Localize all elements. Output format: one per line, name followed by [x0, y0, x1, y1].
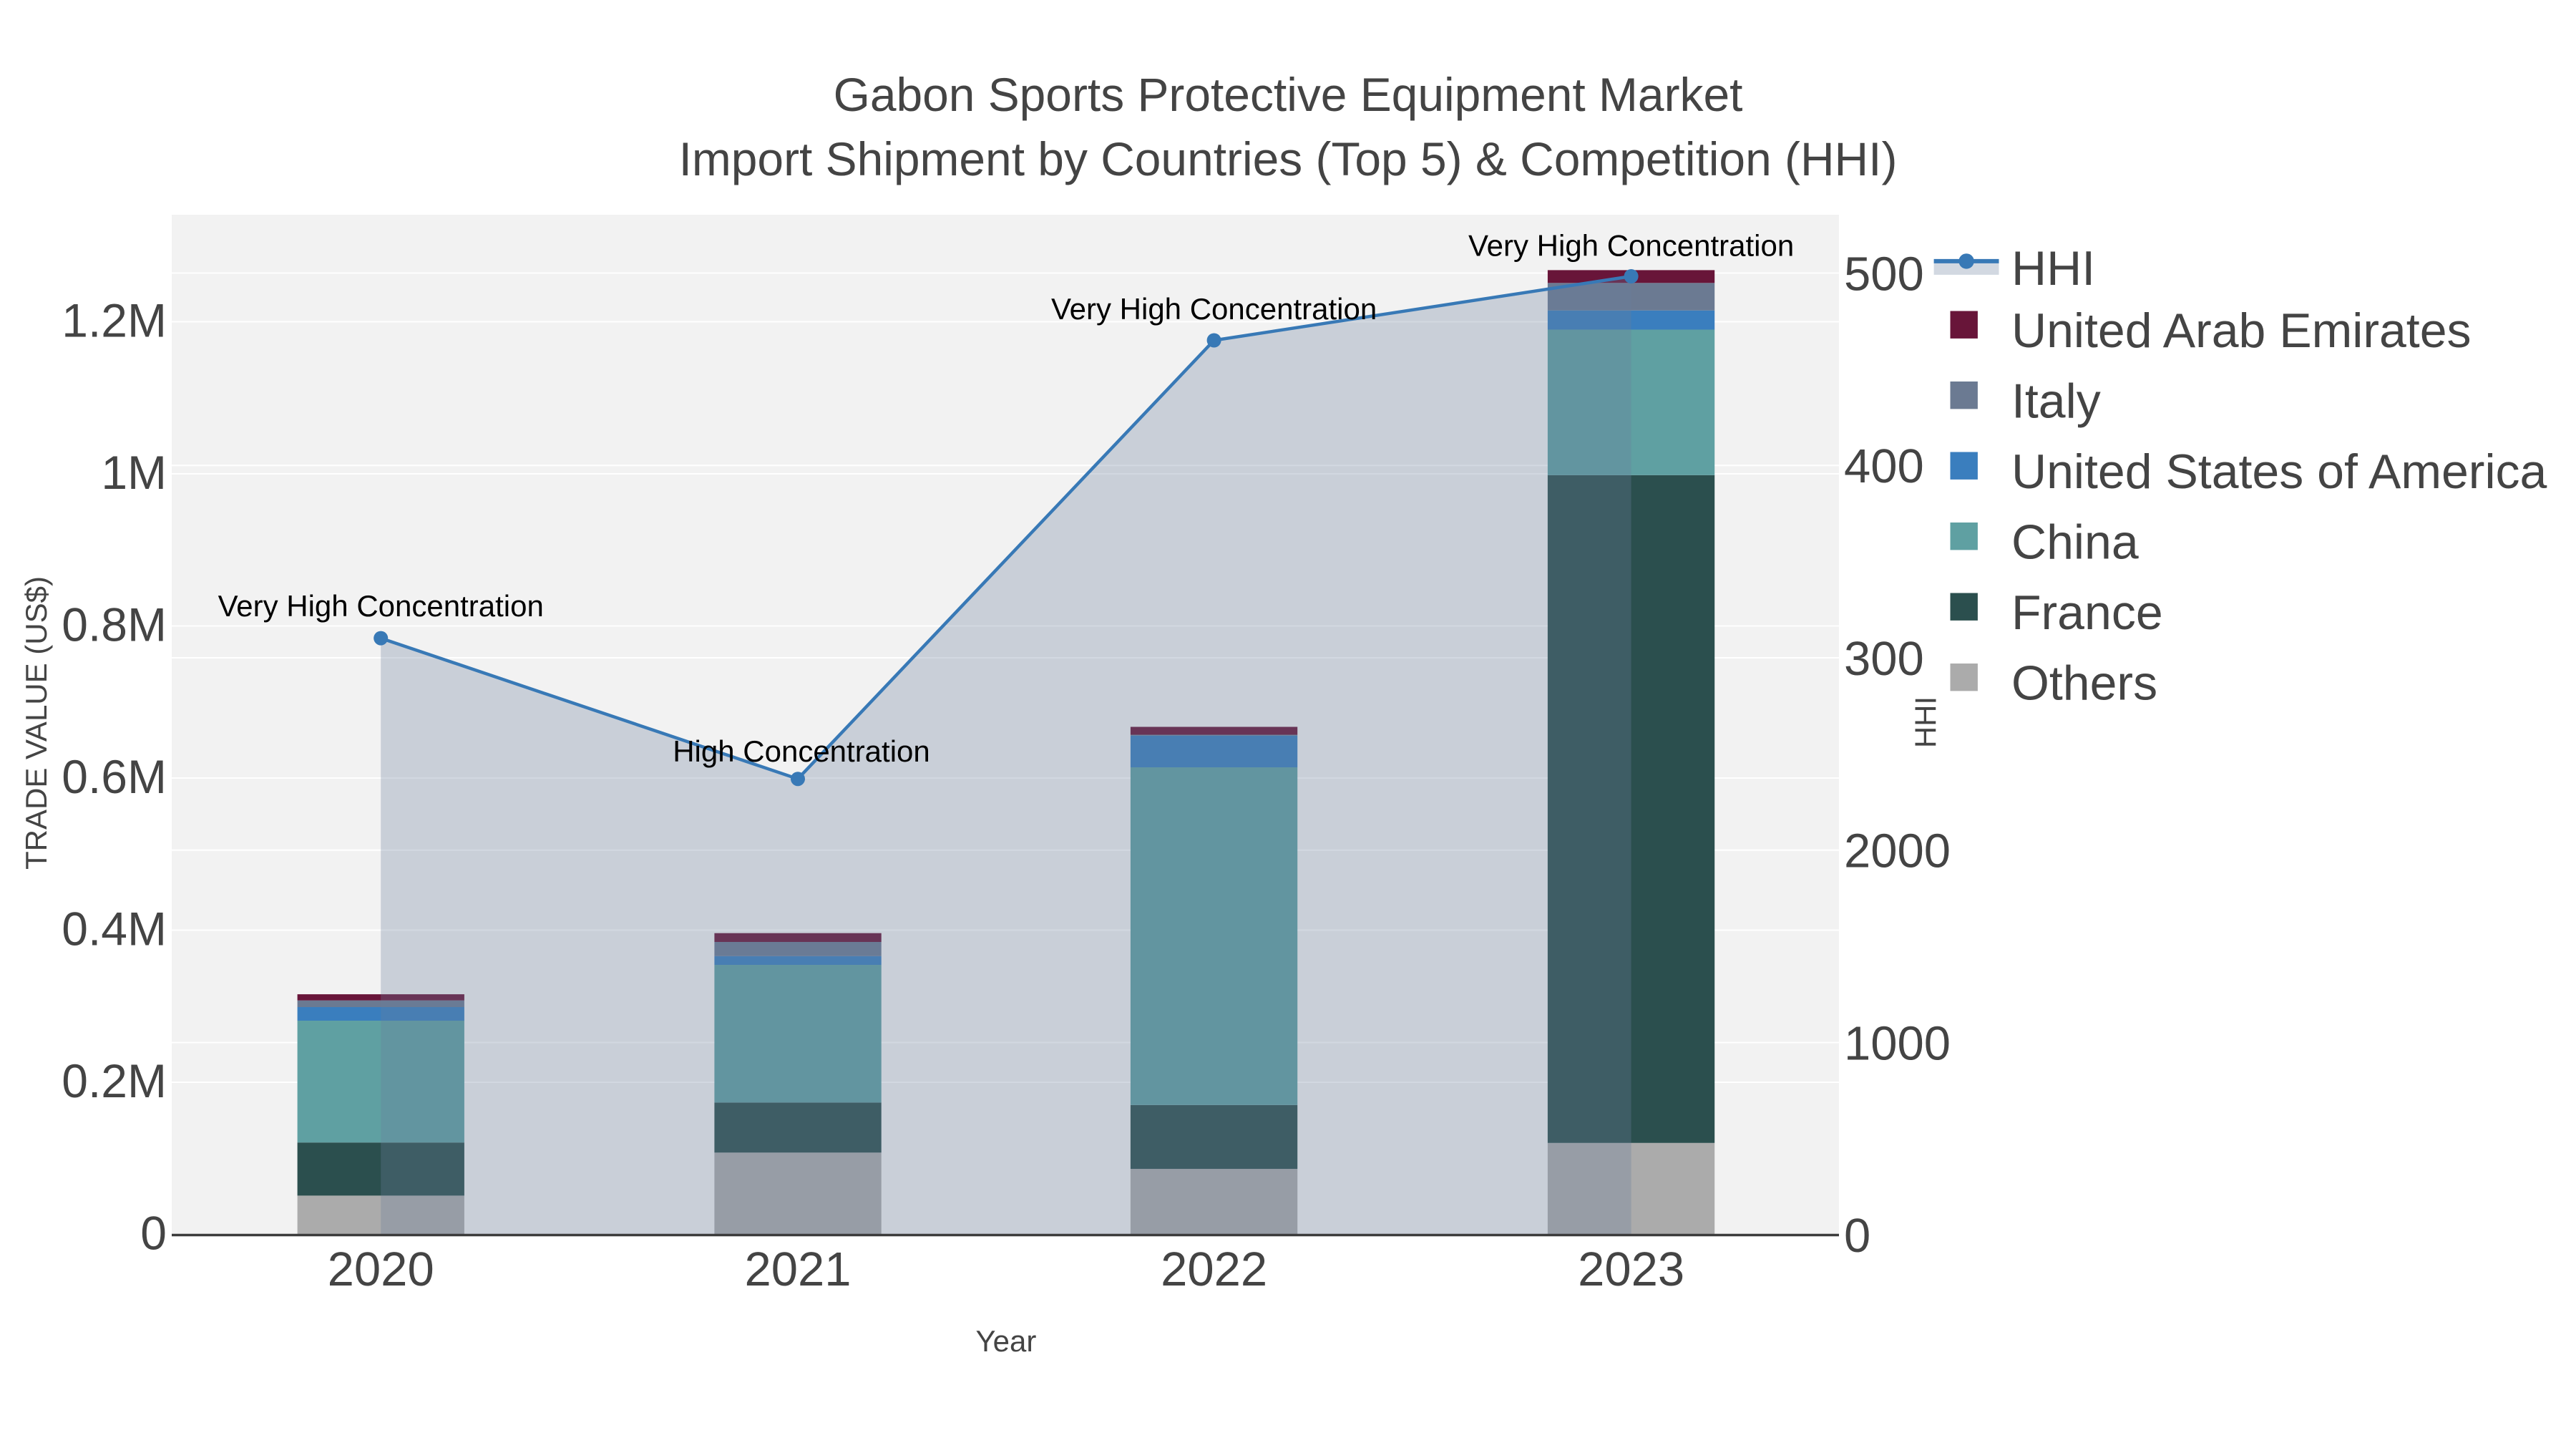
svg-text:HHI: HHI — [1909, 696, 1943, 748]
svg-text:France: France — [2011, 585, 2163, 640]
svg-text:2020: 2020 — [328, 1243, 434, 1296]
svg-text:0.8M: 0.8M — [62, 598, 167, 651]
svg-text:HHI: HHI — [2011, 241, 2095, 296]
svg-text:Others: Others — [2011, 656, 2157, 711]
svg-text:0.6M: 0.6M — [62, 750, 167, 803]
svg-text:TRADE VALUE (US$): TRADE VALUE (US$) — [19, 576, 53, 870]
svg-text:1M: 1M — [101, 446, 167, 499]
svg-text:Italy: Italy — [2011, 374, 2101, 429]
svg-text:0.2M: 0.2M — [62, 1054, 167, 1107]
svg-text:2000: 2000 — [1844, 825, 1951, 878]
svg-text:2021: 2021 — [744, 1243, 851, 1296]
svg-text:United Arab Emirates: United Arab Emirates — [2011, 303, 2472, 358]
svg-text:0: 0 — [140, 1207, 167, 1260]
svg-text:United States of America: United States of America — [2011, 444, 2547, 499]
svg-text:Very High Concentration: Very High Concentration — [218, 589, 544, 623]
svg-text:2022: 2022 — [1161, 1243, 1267, 1296]
svg-text:Import Shipment by Countries (: Import Shipment by Countries (Top 5) & C… — [679, 132, 1898, 185]
svg-text:1000: 1000 — [1844, 1017, 1951, 1071]
svg-text:Gabon Sports Protective Equipm: Gabon Sports Protective Equipment Market — [834, 68, 1743, 121]
svg-text:Very High Concentration: Very High Concentration — [1468, 229, 1794, 263]
svg-text:Year: Year — [975, 1324, 1036, 1358]
svg-text:High Concentration: High Concentration — [673, 734, 930, 768]
svg-text:1.2M: 1.2M — [62, 294, 167, 347]
svg-text:China: China — [2011, 515, 2139, 570]
svg-text:Very High Concentration: Very High Concentration — [1051, 292, 1377, 326]
svg-text:0: 0 — [1844, 1209, 1870, 1263]
svg-text:2023: 2023 — [1578, 1243, 1684, 1296]
svg-text:0.4M: 0.4M — [62, 903, 167, 956]
